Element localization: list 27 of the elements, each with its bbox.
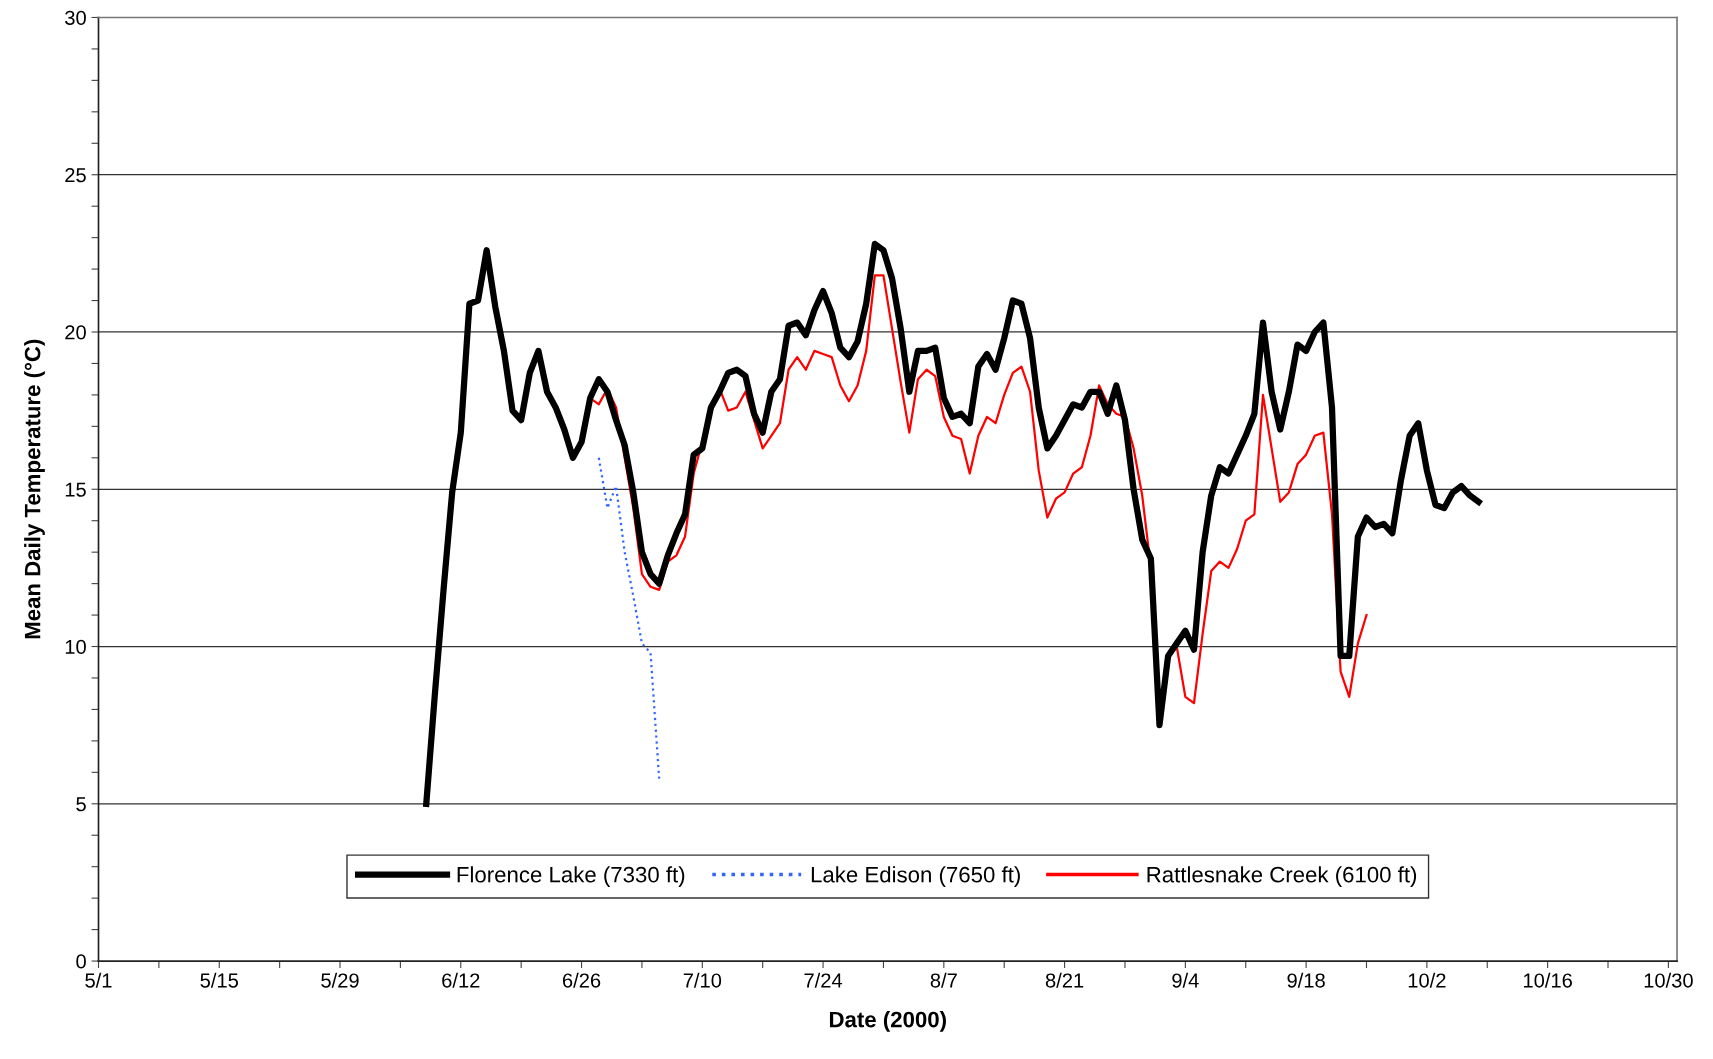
y-tick-label: 10 — [65, 639, 86, 655]
x-tick-label: 5/15 — [200, 972, 239, 988]
x-tick-label: 6/26 — [562, 972, 601, 988]
legend-label: Rattlesnake Creek (6100 ft) — [1147, 866, 1417, 887]
y-tick-label: 25 — [65, 167, 86, 183]
x-tick-label: 6/12 — [442, 972, 480, 988]
x-tick-label: 5/1 — [85, 972, 112, 988]
y-axis-title: Mean Daily Temperature (°C) — [24, 339, 45, 639]
x-tick-label: 9/4 — [1172, 972, 1199, 988]
x-axis-title: Date (2000) — [829, 1011, 946, 1032]
x-tick-label: 7/24 — [804, 972, 843, 988]
x-tick-label: 5/29 — [321, 972, 359, 988]
y-tick-label: 15 — [65, 482, 86, 497]
legend-label: Lake Edison (7650 ft) — [811, 866, 1020, 887]
x-tick-label: 10/16 — [1523, 972, 1572, 988]
y-tick-label: 5 — [76, 797, 86, 812]
x-tick-label: 8/21 — [1045, 972, 1084, 988]
legend-label: Florence Lake (7330 ft) — [457, 866, 685, 887]
x-tick-label: 9/18 — [1287, 972, 1325, 988]
y-tick-label: 0 — [76, 954, 86, 969]
x-tick-label: 10/2 — [1408, 972, 1446, 988]
y-tick-label: 20 — [65, 325, 86, 340]
line-series — [597, 456, 661, 780]
x-tick-label: 7/10 — [683, 972, 722, 988]
y-tick-label: 30 — [65, 10, 86, 25]
x-tick-label: 10/30 — [1644, 972, 1693, 988]
x-tick-label: 8/7 — [930, 972, 957, 988]
